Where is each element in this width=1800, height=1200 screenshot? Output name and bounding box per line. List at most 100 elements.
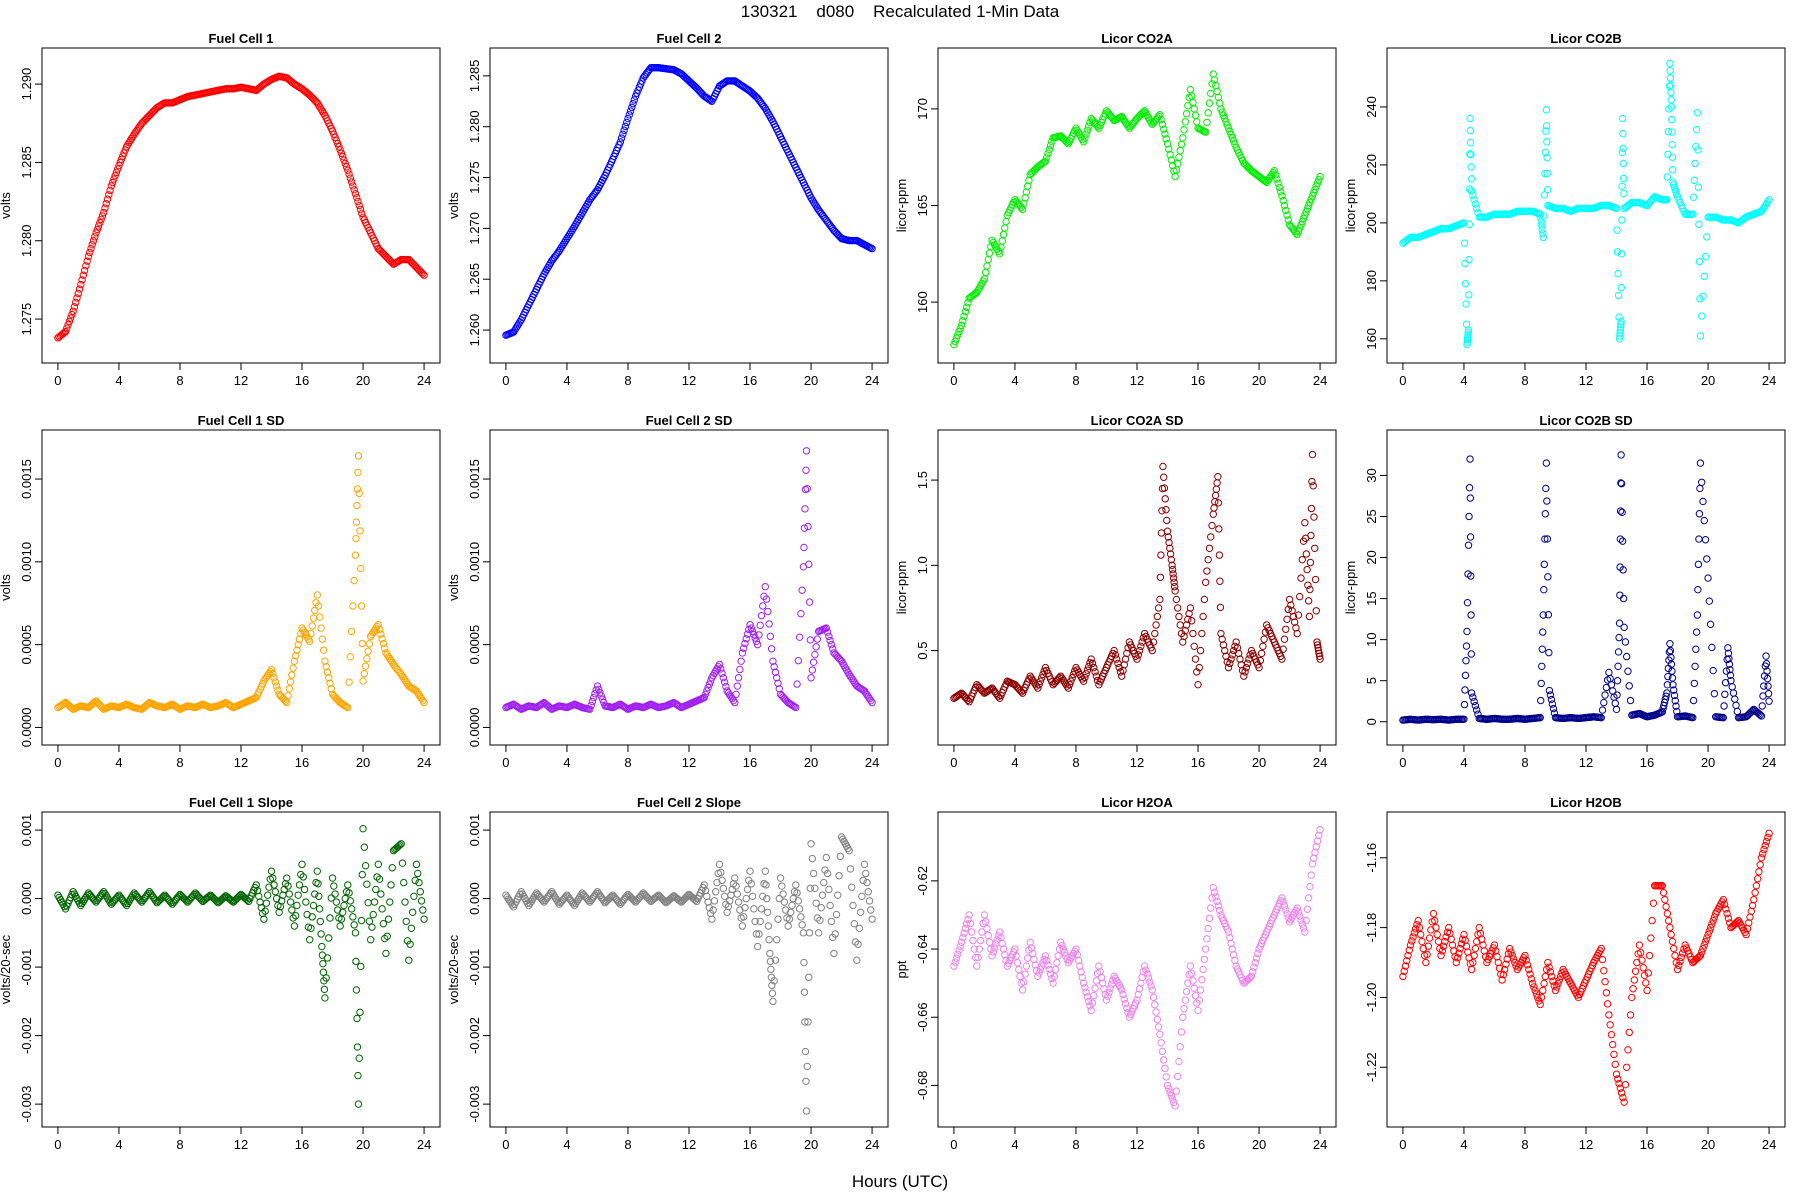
data-point [569,224,578,233]
y-tick-label: 160 [915,291,930,313]
data-point [774,915,782,923]
data-point [823,869,832,878]
data-point [1158,507,1166,515]
data-point [1424,942,1433,950]
data-point [1082,670,1090,678]
data-point [826,636,834,645]
data-point [1619,174,1628,183]
data-point [768,981,776,990]
data-point [701,690,710,699]
data-point [325,674,333,682]
y-tick-label: 0.0005 [467,625,482,665]
data-point [358,870,366,879]
data-point [616,138,625,146]
data-point [286,898,295,906]
data-point [1467,572,1475,580]
data-point [827,917,836,926]
data-point [138,119,146,127]
data-point [802,1077,810,1085]
data-point [1027,674,1036,682]
data-point [1213,897,1221,906]
data-point [1403,957,1411,965]
data-point [1666,640,1674,648]
data-point [1169,574,1178,582]
data-point [1542,106,1551,114]
data-point [607,892,616,901]
data-point [1462,642,1471,650]
data-point [309,614,318,622]
data-point [1605,668,1613,677]
data-point [307,629,315,638]
data-point [1719,895,1728,904]
data-point [1195,663,1203,672]
data-point [1311,848,1319,857]
data-point [753,640,762,649]
data-point [1601,691,1609,699]
data-point [569,900,578,908]
data-point [1191,655,1200,663]
data-point [1163,516,1171,525]
data-point [232,895,240,904]
data-point [1221,114,1229,123]
data-point [597,692,605,700]
data-point [1193,118,1201,126]
y-tick-label: 200 [1364,212,1379,234]
data-point [700,693,708,702]
data-point [976,936,985,945]
x-tick-label: 24 [865,1137,879,1152]
data-point [748,892,757,901]
x-tick-label: 24 [1313,755,1327,770]
panel-title: Fuel Cell 1 [208,31,273,46]
data-point [1612,705,1621,714]
data-point [1297,221,1305,229]
data-point [1666,67,1674,75]
data-point [864,693,872,701]
data-point [764,922,773,930]
data-point [1617,320,1625,329]
data-point [1229,137,1238,145]
data-point [1157,529,1166,537]
data-point [1549,704,1558,713]
data-point [1692,628,1701,636]
data-point [807,194,815,202]
data-point [1035,680,1043,689]
data-point [1644,969,1652,977]
data-point [1475,923,1483,932]
data-point [801,1047,810,1056]
data-point [1030,955,1038,963]
data-point [526,899,534,908]
data-point [719,884,728,893]
x-tick-label: 8 [1072,373,1079,388]
data-point [1203,935,1211,943]
x-tick-label: 16 [743,755,757,770]
y-tick-label: 0.0000 [19,708,34,748]
data-point [364,647,372,655]
y-axis-label: ppt [894,960,909,978]
data-point [738,922,747,930]
data-point [288,906,296,914]
data-point [125,138,133,147]
data-point [690,895,698,903]
data-point [1704,930,1712,939]
data-point [394,842,403,850]
x-tick-label: 12 [234,755,248,770]
data-point [356,205,365,214]
data-point [715,860,724,869]
data-point [1203,567,1211,575]
data-point [144,113,152,121]
data-point [1159,473,1168,481]
data-point [1245,974,1253,983]
data-point [360,669,369,678]
data-point [1303,205,1312,213]
data-point [1110,646,1118,655]
data-point [1067,677,1075,685]
data-point [724,689,733,697]
data-point [1111,651,1120,659]
data-point [361,862,370,870]
data-point [1622,1063,1631,1071]
data-point [1114,659,1122,668]
data-point [1692,645,1700,653]
data-point [1060,948,1069,957]
y-axis-label: volts/20-sec [446,934,461,1004]
